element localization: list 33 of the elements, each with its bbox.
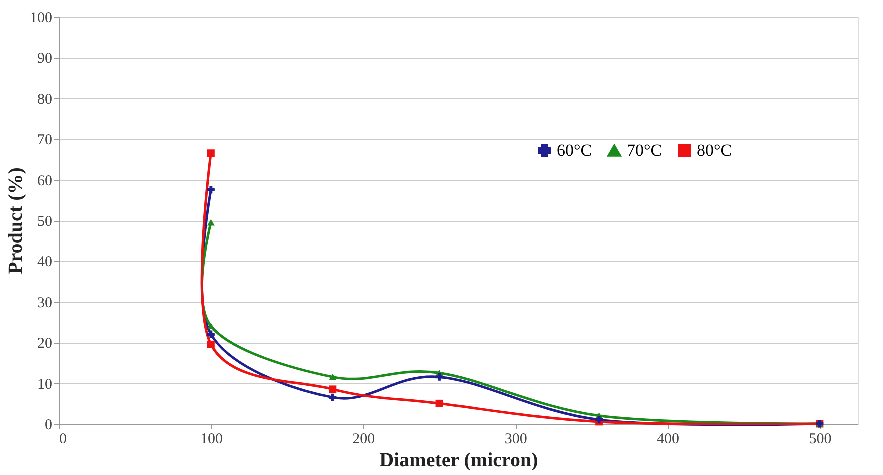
y-tick-label: 10 (38, 376, 52, 393)
legend-label: 70°C (627, 141, 662, 160)
y-tick-label: 20 (38, 336, 52, 352)
y-tick-label: 60 (38, 173, 52, 190)
point (329, 374, 337, 380)
y-tick-label: 100 (30, 10, 52, 26)
x-tick-label: 500 (809, 432, 832, 448)
point (436, 373, 444, 381)
x-tick-label: 0 (60, 432, 67, 448)
x-tick-label: 200 (352, 432, 376, 448)
y-tick-label: 70 (38, 132, 52, 149)
point (436, 400, 444, 408)
y-axis-title: Product (%) (5, 168, 27, 274)
legend-label: 80°C (697, 140, 732, 160)
point (329, 394, 337, 402)
y-tick-label: 0 (45, 418, 52, 434)
y-tick-label: 90 (38, 51, 52, 68)
point (207, 150, 215, 158)
y-tick-label: 40 (38, 254, 52, 271)
x-tick-label: 300 (504, 432, 528, 448)
point (329, 386, 337, 394)
y-tick-label: 30 (38, 295, 52, 312)
point (207, 340, 215, 348)
point (207, 219, 215, 226)
point (207, 186, 215, 194)
x-axis-title: Diameter (micron) (380, 450, 538, 472)
legend-label: 60°C (557, 140, 592, 160)
y-tick-label: 50 (38, 214, 52, 230)
point (207, 323, 215, 330)
point (207, 330, 215, 338)
x-tick-label: 400 (657, 432, 680, 448)
x-tick-label: 100 (200, 432, 223, 448)
y-tick-label: 80 (38, 92, 52, 108)
